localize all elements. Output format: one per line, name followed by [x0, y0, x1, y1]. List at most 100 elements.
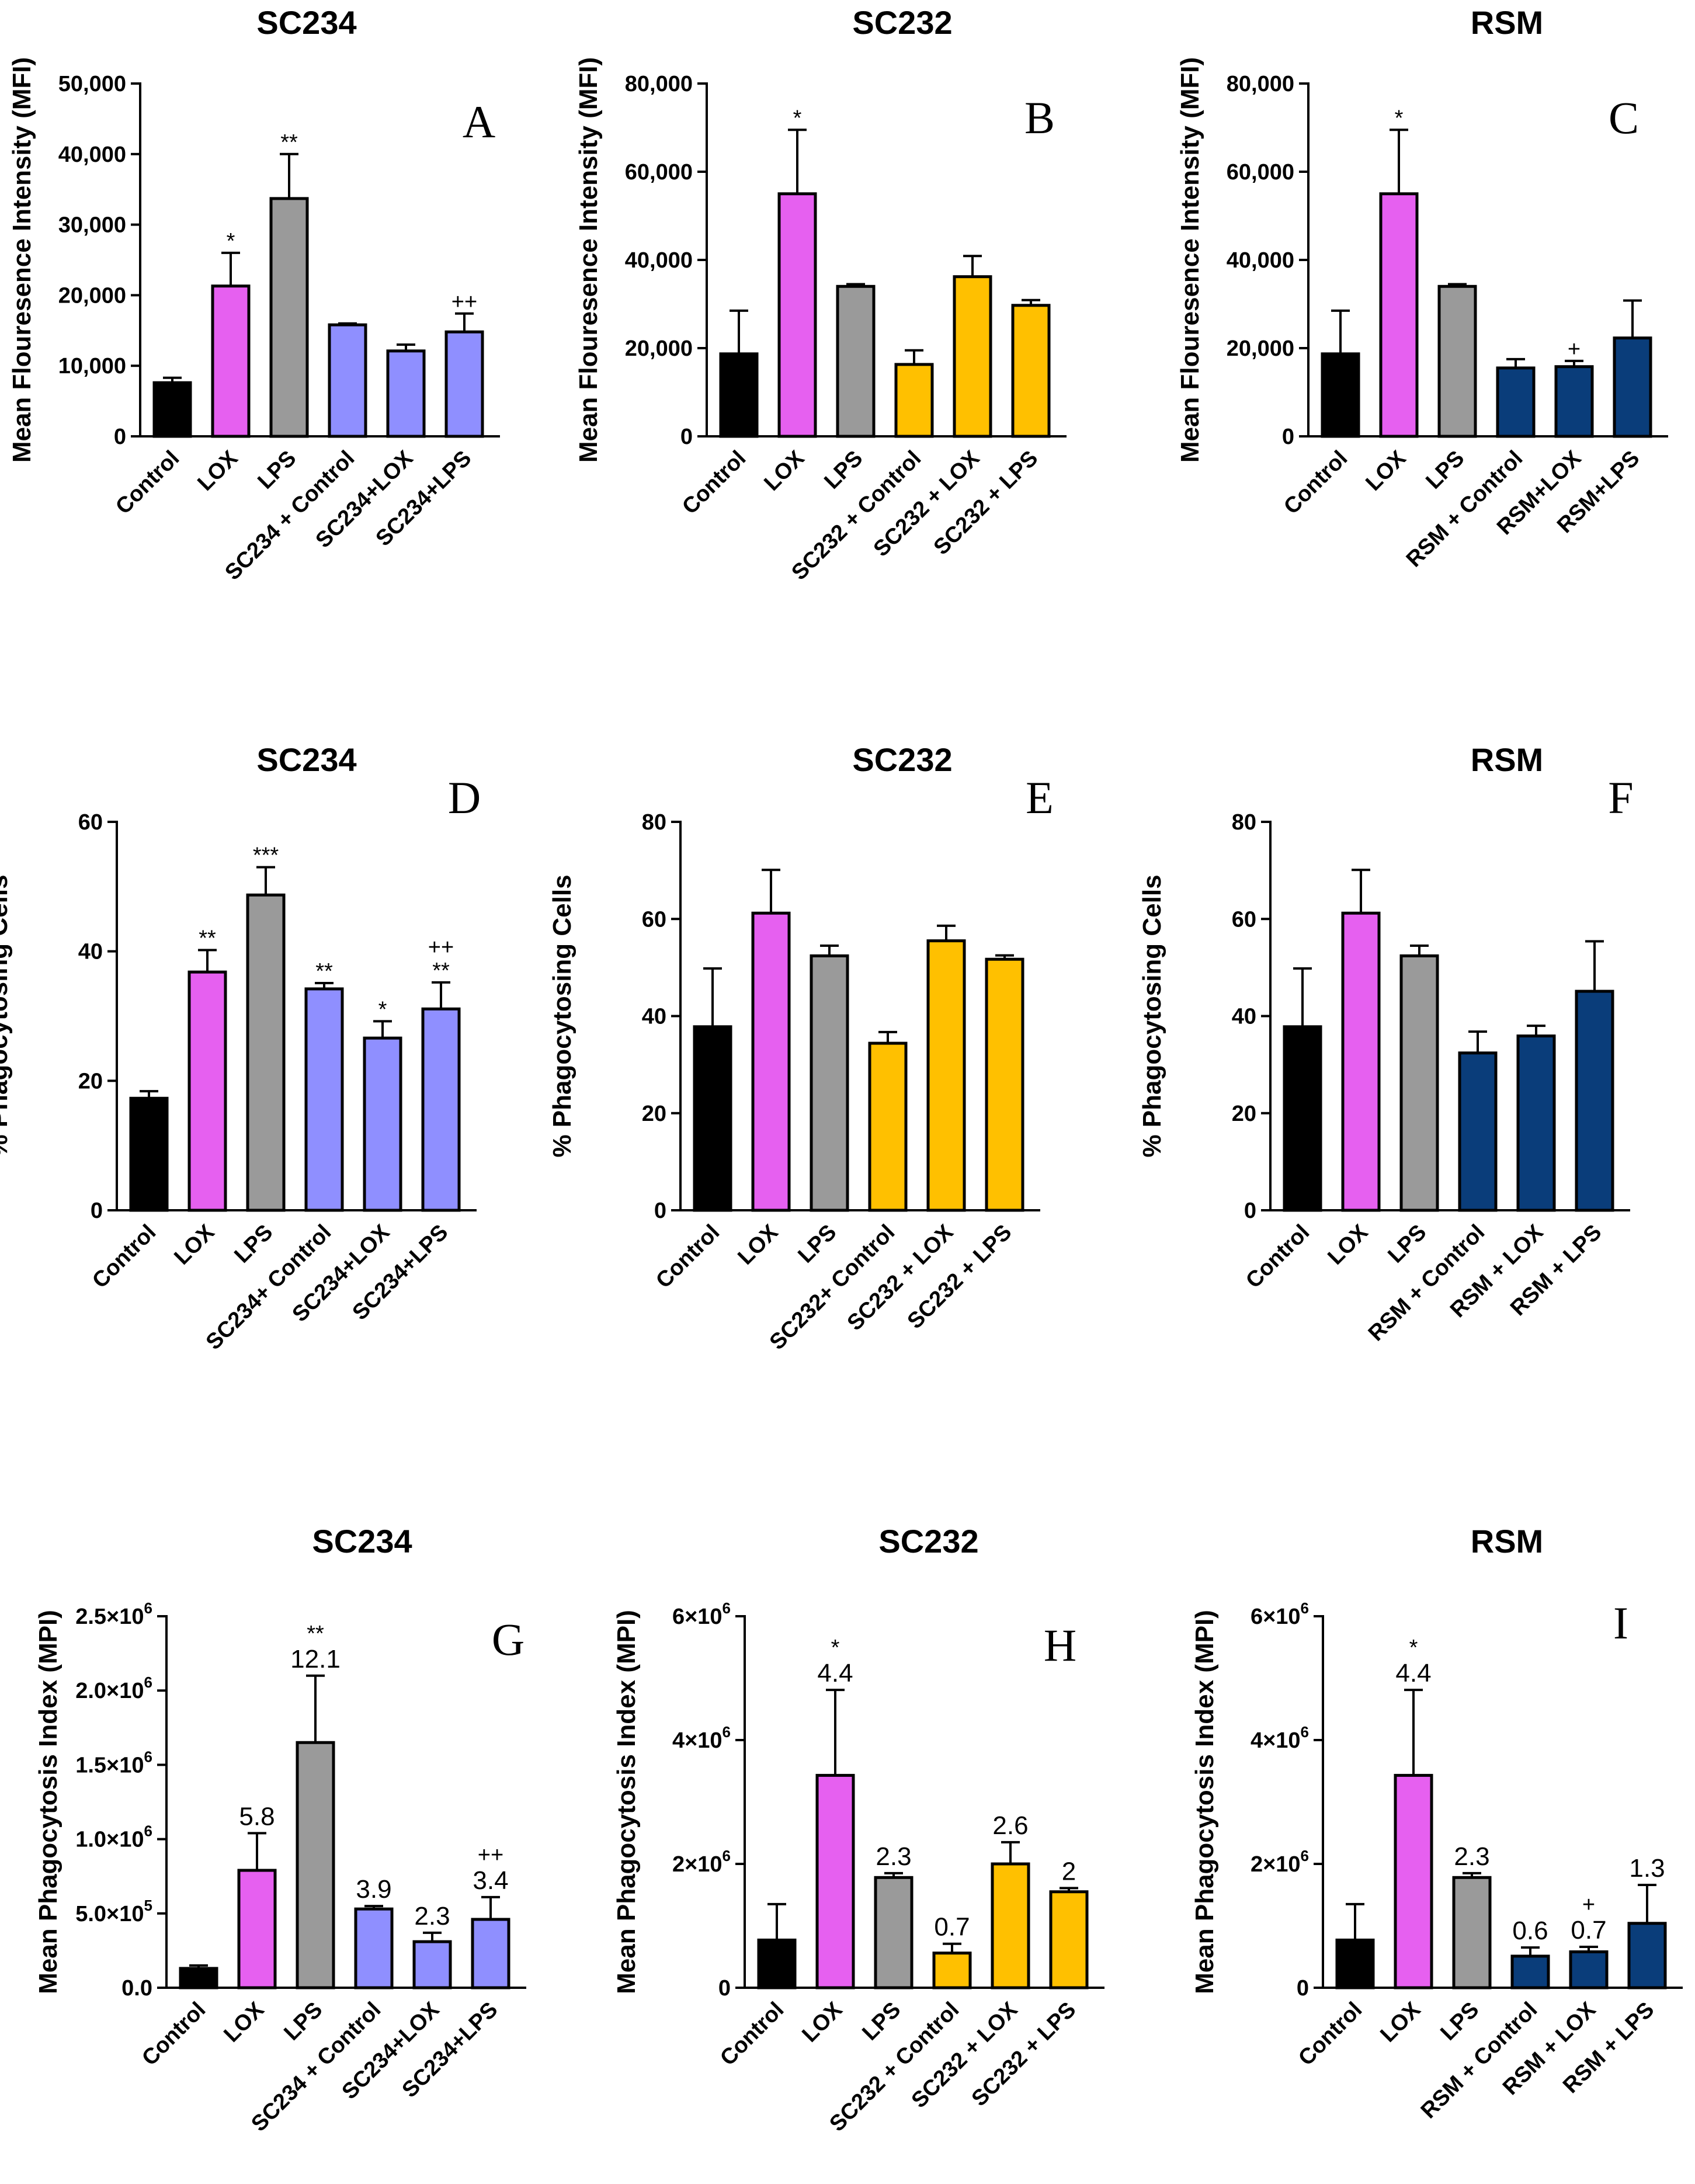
panel-letter: E	[1026, 772, 1054, 823]
y-tick-label: 60,000	[1227, 160, 1294, 185]
chart-title: SC234	[256, 741, 356, 778]
x-tick-label: LOX	[219, 1997, 269, 2047]
bar-rsm-control	[1458, 1051, 1498, 1212]
y-axis-label: Mean Flouresence Intensity (MFI)	[574, 57, 603, 463]
chart-title: SC232	[852, 4, 952, 41]
bar-rsm-control	[1510, 1954, 1550, 1989]
significance-marker: ***	[253, 843, 279, 868]
y-tick-exponent: 6	[723, 1723, 731, 1741]
value-label: 2.6	[992, 1811, 1028, 1840]
y-tick-label: 40,000	[1227, 248, 1294, 273]
significance-marker: *	[227, 229, 235, 254]
y-tick-label: 10,000	[58, 354, 126, 379]
x-tick-label: LPS	[819, 446, 867, 494]
y-tick-label: 60	[642, 907, 666, 932]
y-tick-label: 6×106	[1251, 1599, 1309, 1629]
panel-letter: I	[1613, 1598, 1628, 1648]
bar-sc232-control	[932, 1952, 972, 1989]
bar-lps	[1399, 954, 1439, 1212]
panel-E: SC232 E % Phagocytosing Cells 0 20 40 60 80 Cont…	[548, 741, 1054, 1355]
y-tick-label: 40	[78, 940, 103, 964]
y-tick-label: 4×106	[672, 1723, 731, 1753]
y-tick-label: 60	[78, 810, 103, 835]
x-tick-label: Control	[651, 1220, 724, 1293]
bar-rsm-control	[1496, 366, 1536, 438]
bar-lox	[815, 1773, 855, 1989]
chart-title: SC232	[878, 1523, 978, 1560]
x-tick-label: LOX	[193, 446, 242, 495]
bar-control	[152, 381, 192, 438]
panel-letter: G	[492, 1614, 525, 1665]
value-label: 2.3	[1454, 1842, 1489, 1871]
chart-title: RSM	[1471, 741, 1543, 778]
y-tick-exponent: 6	[144, 1599, 152, 1617]
bar-sc234-lps	[421, 1007, 461, 1212]
y-axis-label: Mean Phagocytosis Index (MPI)	[34, 1610, 62, 1994]
y-tick-label: 6×106	[672, 1599, 731, 1629]
y-tick-label: 80	[1232, 810, 1256, 835]
y-tick-label: 80,000	[625, 72, 693, 96]
y-tick-label: 0	[680, 425, 693, 449]
value-label: 3.4	[473, 1866, 508, 1895]
significance-marker: **	[199, 926, 216, 950]
y-tick-label: 40,000	[58, 143, 126, 167]
y-tick-label: 40	[642, 1005, 666, 1029]
significance-marker: **	[432, 959, 450, 983]
bar-control	[693, 1025, 732, 1212]
significance-marker: ++	[428, 935, 454, 960]
x-tick-label: Control	[1294, 1998, 1367, 2071]
significance-marker: **	[280, 130, 298, 155]
x-tick-label: LPS	[1436, 1998, 1484, 2046]
bar-lps	[810, 954, 849, 1212]
bar-lox	[237, 1869, 277, 1989]
x-tick-label: SC232 + LPS	[929, 446, 1043, 560]
bar-sc234-control	[328, 323, 367, 438]
bar-control	[1335, 1938, 1375, 1989]
y-tick-label: 0.0	[121, 1976, 152, 2001]
y-tick-exponent: 6	[1301, 1847, 1309, 1864]
value-label: 0.7	[934, 1913, 970, 1942]
bar-rsm-lox	[1554, 365, 1594, 438]
chart-title: SC234	[312, 1523, 412, 1560]
y-tick-label: 4×106	[1251, 1723, 1309, 1753]
y-axis-label: Mean Phagocytosis Index (MPI)	[1190, 1610, 1219, 1994]
significance-marker: +	[1568, 337, 1581, 362]
bar-lox	[777, 192, 817, 438]
y-tick-label: 2×106	[1251, 1847, 1309, 1877]
value-label: 3.9	[356, 1875, 391, 1904]
y-tick-exponent: 6	[723, 1599, 731, 1617]
value-label: 5.8	[239, 1802, 275, 1831]
significance-marker: *	[831, 1636, 840, 1660]
panel-letter: D	[448, 772, 481, 823]
x-tick-label: Control	[1279, 446, 1352, 519]
y-tick-exponent: 6	[1301, 1599, 1309, 1617]
bar-sc232-lox	[926, 939, 966, 1212]
x-tick-label: LPS	[1383, 1220, 1431, 1268]
bar-control	[719, 352, 759, 438]
panel-letter: F	[1608, 772, 1633, 823]
y-tick-label: 40,000	[625, 248, 693, 273]
bar-lox	[187, 970, 227, 1212]
x-tick-label: LPS	[1421, 446, 1469, 494]
y-tick-label: 5.0×105	[75, 1897, 152, 1926]
significance-marker: *	[1409, 1636, 1418, 1660]
panel-H: SC232 H Mean Phagocytosis Index (MPI) 0 2×10…	[612, 1523, 1104, 2137]
chart-title: RSM	[1471, 4, 1543, 41]
y-tick-label: 1.5×106	[75, 1748, 152, 1777]
panel-G: SC234 G Mean Phagocytosis Index (MPI) 0.0 5.…	[34, 1523, 526, 2137]
bar-sc234-control	[354, 1907, 394, 1989]
bar-lps	[1437, 284, 1477, 438]
significance-marker: **	[315, 959, 333, 984]
y-tick-label: 20,000	[1227, 336, 1294, 361]
y-tick-label: 0	[114, 425, 126, 449]
x-tick-label: LOX	[1323, 1220, 1373, 1269]
y-axis-label: Mean Phagocytosis Index (MPI)	[612, 1610, 641, 1994]
significance-marker: *	[378, 997, 387, 1022]
x-tick-label: Control	[137, 1998, 210, 2071]
chart-title: SC234	[256, 4, 356, 41]
bar-sc234-lox	[386, 349, 426, 438]
y-tick-label: 50,000	[58, 72, 126, 96]
value-label: 12.1	[290, 1645, 341, 1673]
y-tick-label: 60,000	[625, 160, 693, 185]
bar-lox	[1379, 192, 1419, 438]
